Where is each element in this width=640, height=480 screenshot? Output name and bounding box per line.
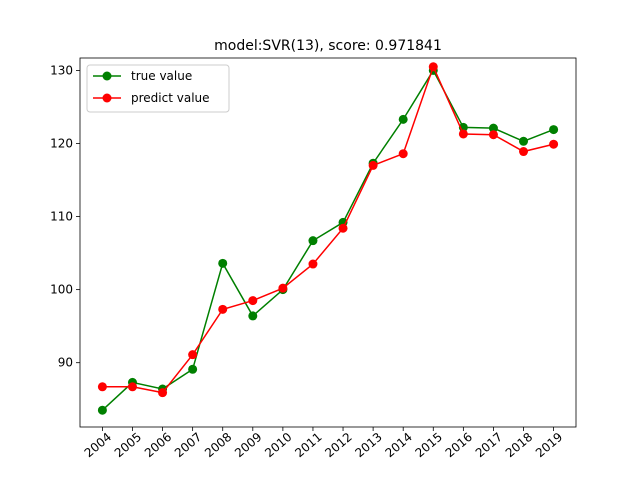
data-point [368,160,378,170]
data-point [97,382,107,392]
chart-title: model:SVR(13), score: 0.971841 [214,38,442,54]
legend-label: true value [131,69,192,83]
data-point [218,258,228,268]
data-point [519,147,529,157]
data-point [428,62,438,72]
legend-box [86,64,230,113]
axes-frame [79,57,577,428]
data-point [308,259,318,269]
data-point [549,125,559,135]
data-point [97,405,107,415]
data-point [519,136,529,146]
data-point [398,149,408,159]
y-tick-label: 110 [50,210,73,224]
data-point [278,283,288,293]
data-point [488,123,498,133]
legend-label: predict value [131,91,210,105]
y-tick-label: 120 [50,136,73,150]
data-point [458,129,468,139]
data-point [248,311,258,321]
data-point [308,236,318,246]
data-point [488,130,498,140]
y-tick-label: 100 [50,283,73,297]
legend-marker [102,93,112,103]
data-point [188,350,198,360]
y-tick-label: 130 [50,63,73,77]
data-point [158,388,168,398]
data-point [549,139,559,149]
data-point [338,223,348,233]
y-tick-label: 90 [58,356,73,370]
data-point [248,296,258,306]
data-point [188,364,198,374]
data-point [127,382,137,392]
legend-marker [102,71,112,81]
data-point [218,304,228,314]
data-point [398,114,408,124]
series-line-0 [101,68,554,411]
series-line-1 [102,64,554,394]
